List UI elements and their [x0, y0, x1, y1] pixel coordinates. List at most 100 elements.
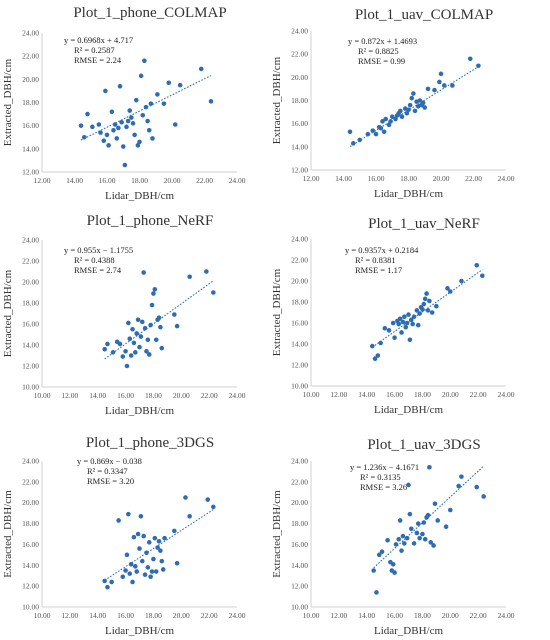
data-point [208, 99, 214, 104]
x-tick-label: 16.00 [117, 391, 134, 400]
x-tick-label: 12.00 [330, 611, 347, 620]
x-tick-label: 14.00 [335, 174, 352, 183]
y-axis-title: Extracted_DBH/cm [271, 268, 283, 356]
data-point [130, 121, 136, 126]
data-point [373, 131, 379, 137]
scatter-panel: Plot_1_uav_3DGS 10.00 12.00 14.00 16.00 18.00… [271, 437, 515, 637]
data-point [386, 328, 392, 333]
data-point [140, 112, 146, 118]
data-point [407, 102, 413, 108]
data-point [393, 116, 398, 122]
data-point [392, 335, 397, 341]
data-point [128, 353, 134, 358]
y-tick-label: 14.00 [291, 340, 308, 349]
data-point [369, 343, 375, 349]
x-tick-label: 20.00 [442, 390, 459, 399]
data-point [130, 326, 135, 332]
r-squared-label: R² = 0.4388 [74, 255, 115, 265]
data-point [417, 535, 422, 541]
x-tick-label: 18.00 [414, 611, 431, 620]
x-axis-title: Lidar_DBH/cm [374, 404, 443, 416]
y-tick-label: 12.00 [22, 168, 39, 177]
data-point [137, 139, 142, 145]
data-point [459, 474, 464, 479]
x-tick-label: 12.00 [34, 176, 51, 185]
y-tick-label: 12.00 [22, 362, 39, 371]
data-point [126, 511, 131, 517]
data-point [474, 484, 480, 490]
x-tick-label: 18.00 [145, 611, 162, 620]
scatter-panel: Plot_1_uav_NeRF 10.00 12.00 14.00 16.00 18.00… [271, 216, 515, 416]
data-point [481, 494, 487, 499]
data-point [109, 109, 115, 115]
x-tick-label: 14.00 [358, 390, 375, 399]
regression-equation: y = 0.6968x + 4.717 [64, 35, 133, 45]
y-tick-label: 10.00 [22, 603, 39, 612]
y-tick-label: 18.00 [291, 519, 308, 528]
y-tick-label: 14.00 [291, 561, 308, 570]
y-tick-label: 20.00 [291, 277, 308, 286]
data-point [379, 549, 385, 555]
x-tick-label: 24.00 [498, 174, 515, 183]
data-point [129, 115, 134, 120]
data-point [432, 501, 438, 507]
data-point [420, 100, 426, 106]
data-point [144, 550, 149, 556]
data-point [123, 349, 128, 354]
y-tick-label: 12.00 [291, 582, 308, 591]
x-tick-label: 14.00 [89, 391, 106, 400]
y-tick-label: 24.00 [22, 457, 39, 466]
x-tick-label: 20.00 [164, 176, 181, 185]
y-tick-label: 18.00 [291, 298, 308, 307]
data-point [400, 533, 406, 539]
data-point [397, 518, 403, 523]
data-point [399, 330, 404, 335]
data-point [431, 543, 436, 548]
x-tick-label: 14.00 [89, 611, 106, 620]
data-point [106, 143, 111, 148]
data-point [101, 138, 107, 144]
x-axis-title: Lidar_DBH/cm [105, 405, 174, 417]
data-point [102, 578, 107, 584]
data-point [399, 114, 405, 120]
data-point [145, 118, 150, 124]
y-tick-label: 12.00 [291, 166, 308, 175]
x-axis-title: Lidar_DBH/cm [374, 188, 443, 200]
data-point [390, 320, 396, 326]
x-tick-label: 24.00 [229, 391, 246, 400]
x-tick-label: 18.00 [400, 174, 417, 183]
y-tick-label: 16.00 [22, 540, 39, 549]
data-point [372, 356, 378, 362]
x-tick-label: 20.00 [442, 611, 459, 620]
r-squared-label: R² = 0.2587 [74, 45, 115, 55]
data-point [126, 320, 131, 326]
data-point [146, 128, 152, 133]
data-point [480, 273, 485, 279]
data-point [172, 528, 177, 534]
data-point [145, 337, 151, 343]
data-point [392, 570, 397, 575]
data-point [414, 530, 420, 536]
data-point [128, 561, 134, 567]
data-point [117, 341, 123, 347]
y-tick-label: 24.00 [22, 236, 39, 245]
data-point [376, 552, 382, 558]
data-point [156, 539, 162, 544]
data-point [117, 83, 123, 89]
data-point [137, 344, 142, 350]
y-tick-label: 16.00 [291, 319, 308, 328]
data-point [422, 296, 428, 302]
data-point [378, 340, 383, 346]
data-point [404, 535, 410, 541]
x-tick-label: 22.00 [201, 611, 218, 620]
data-point [127, 336, 133, 342]
data-point [357, 137, 363, 143]
x-tick-label: 24.00 [498, 390, 515, 399]
data-point [211, 504, 216, 510]
data-point [400, 319, 406, 325]
data-point [142, 58, 147, 64]
data-point [110, 350, 116, 355]
data-point [120, 354, 126, 359]
data-point [120, 574, 126, 580]
y-tick-label: 22.00 [291, 256, 308, 265]
